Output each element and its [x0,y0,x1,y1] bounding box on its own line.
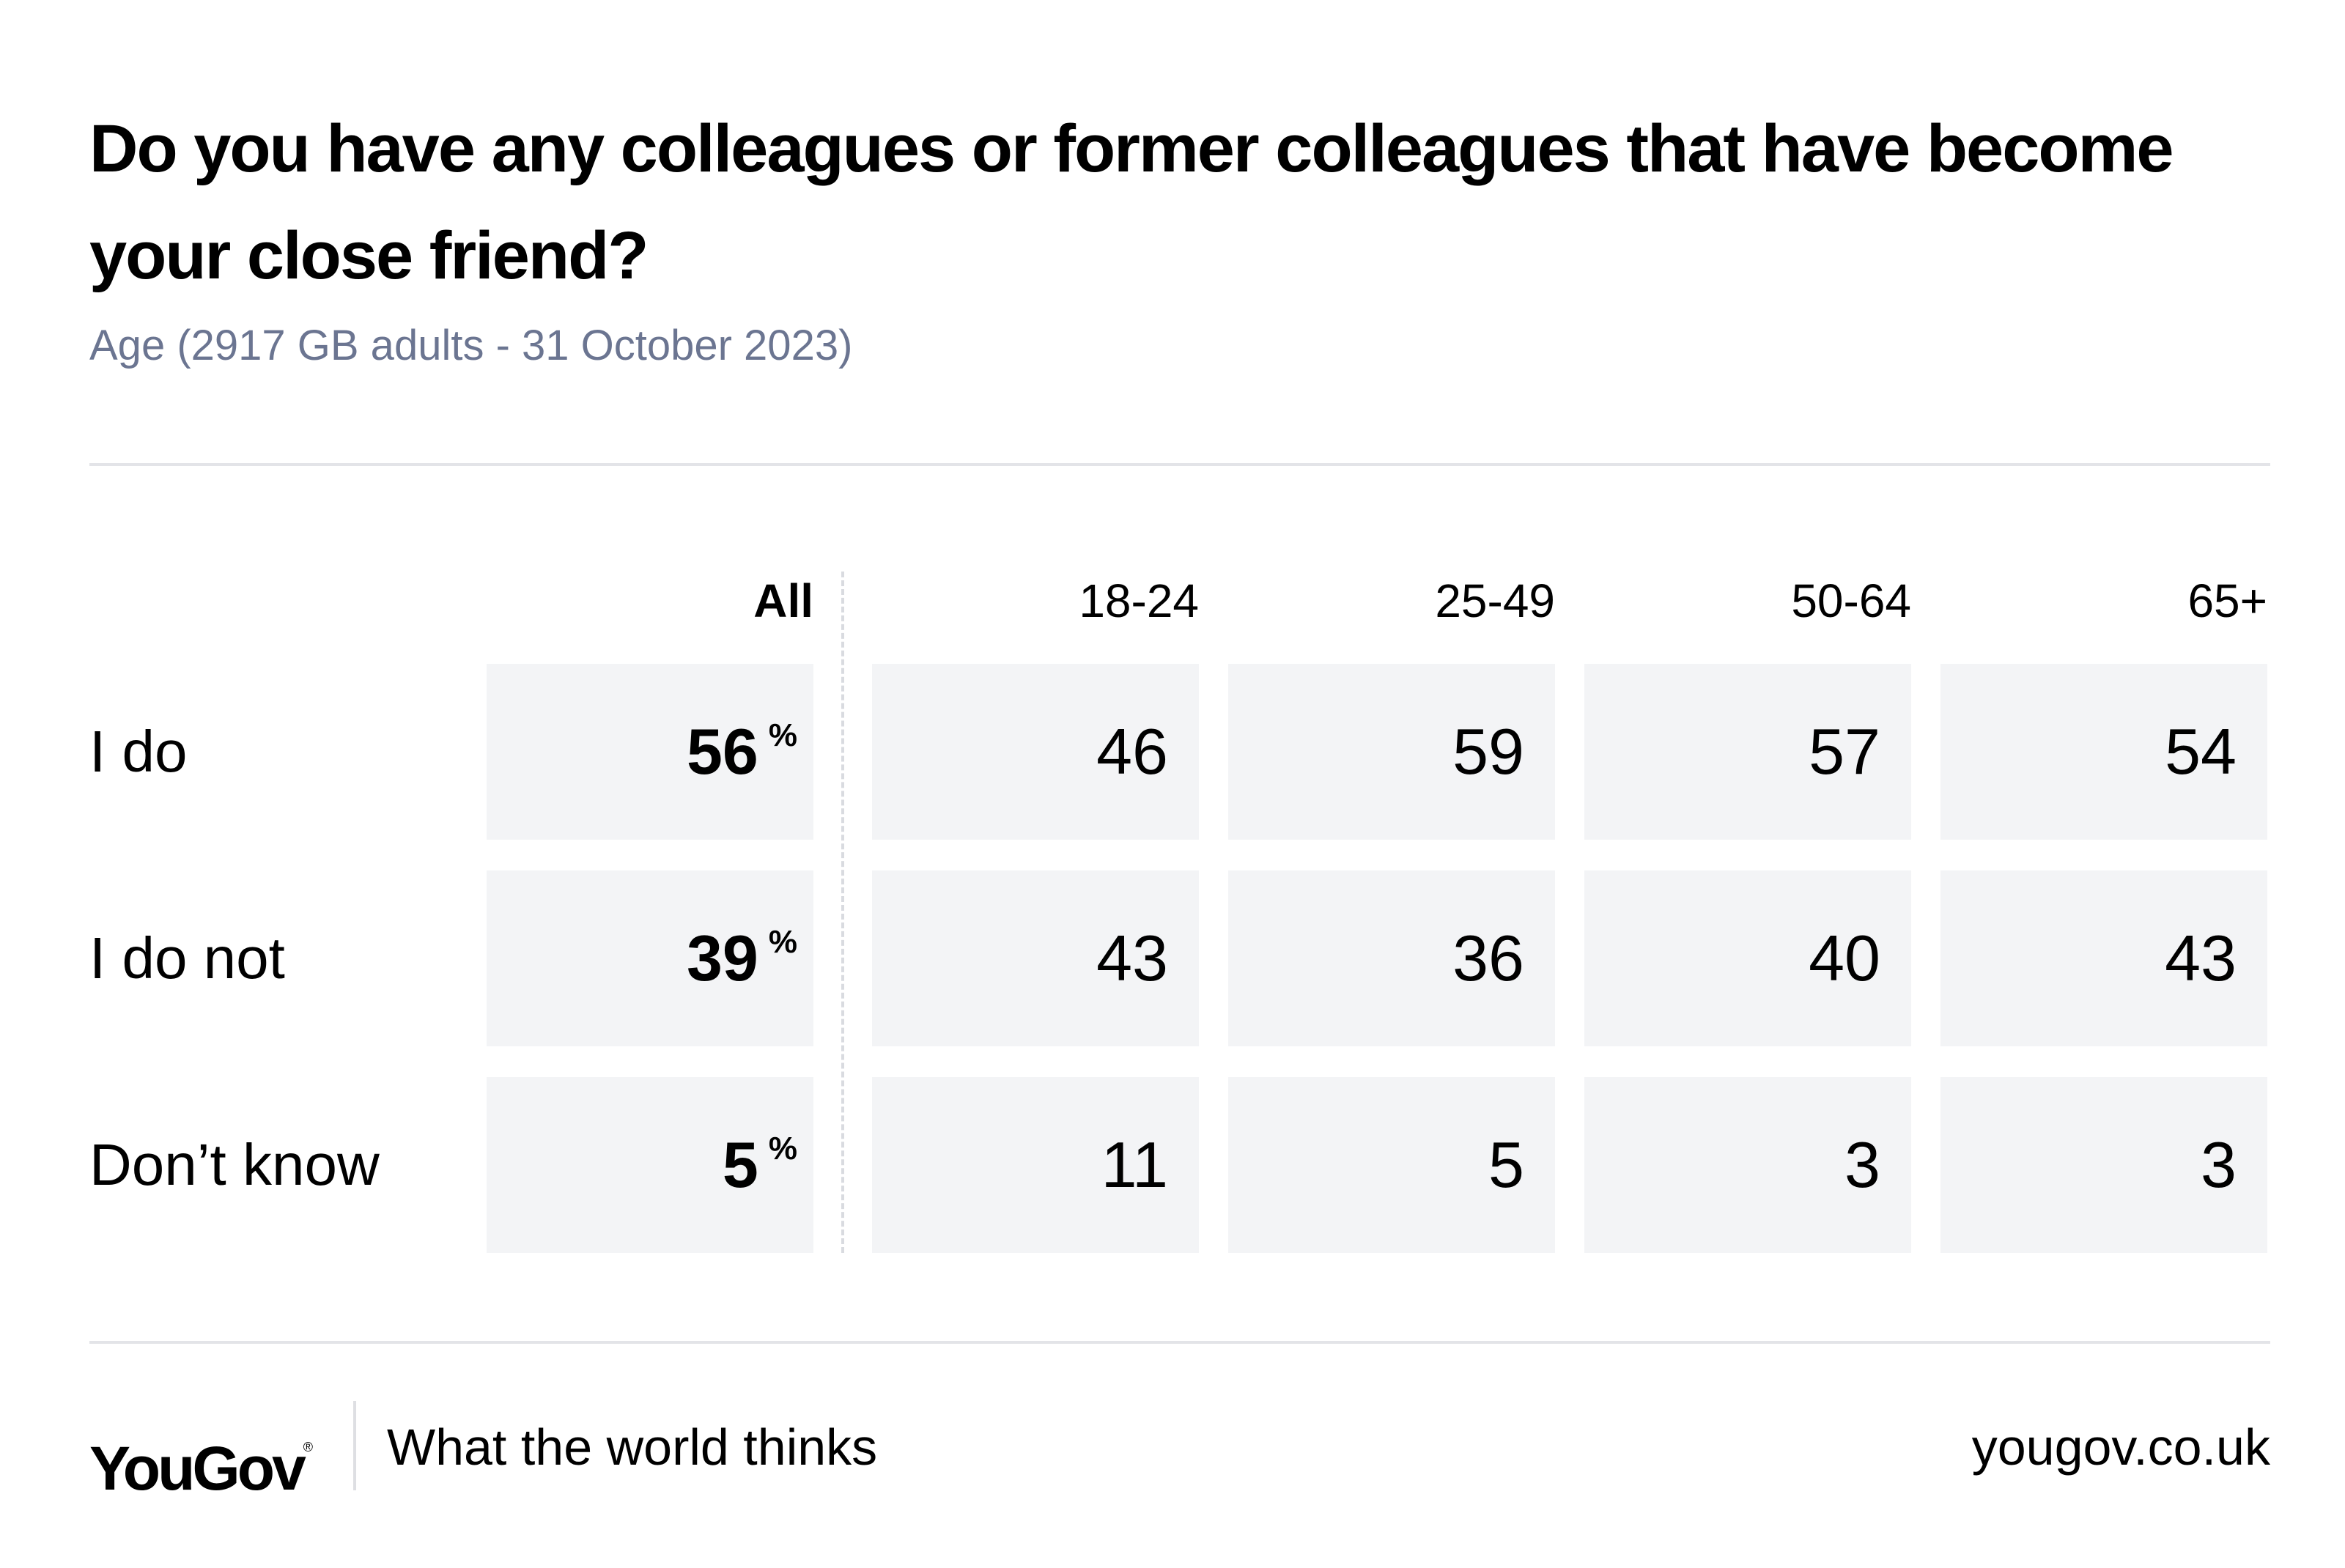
tagline: What the world thinks [387,1419,878,1476]
column-header: 25-49 [1435,574,1555,627]
all-value: 39 [686,922,758,994]
all-value: 56 [686,715,758,788]
logo-separator [353,1401,356,1490]
percent-sign: % [768,924,797,960]
percent-sign: % [768,1131,797,1166]
column-header: 65+ [2187,574,2267,627]
value-cell: 36 [1228,870,1555,1046]
value-cell: 54 [1940,664,2267,840]
row-label: I do [89,719,188,784]
site-url: yougov.co.uk [1971,1419,2270,1476]
registered-mark: ® [303,1440,314,1454]
row-label: Don’t know [89,1132,380,1197]
value-cell: 43 [1940,870,2267,1046]
value-cell: 43 [872,870,1199,1046]
chart-title: Do you have any colleagues or former col… [89,111,2174,293]
column-header: 18-24 [1079,574,1199,627]
value-cell: 57 [1584,664,1911,840]
value-cell: 46 [872,664,1199,840]
all-value-cell: 5% [487,1077,813,1253]
value-cell: 40 [1584,870,1911,1046]
value-cell: 3 [1940,1077,2267,1253]
logo-text: YouGov [89,1434,306,1503]
chart-subtitle: Age (2917 GB adults - 31 October 2023) [89,322,853,369]
value-cell: 3 [1584,1077,1911,1253]
all-value: 5 [722,1128,758,1201]
all-value-cell: 56% [487,664,813,840]
column-header: All [753,574,813,627]
all-value-cell: 39% [487,870,813,1046]
row-label: I do not [89,925,285,991]
column-divider [841,572,844,1253]
bottom-divider [89,1341,2270,1344]
yougov-logo: YouGov® [89,1407,313,1509]
value-cell: 11 [872,1077,1199,1253]
top-divider [89,463,2270,466]
percent-sign: % [768,717,797,753]
value-cell: 59 [1228,664,1555,840]
value-cell: 5 [1228,1077,1555,1253]
column-header: 50-64 [1791,574,1911,627]
